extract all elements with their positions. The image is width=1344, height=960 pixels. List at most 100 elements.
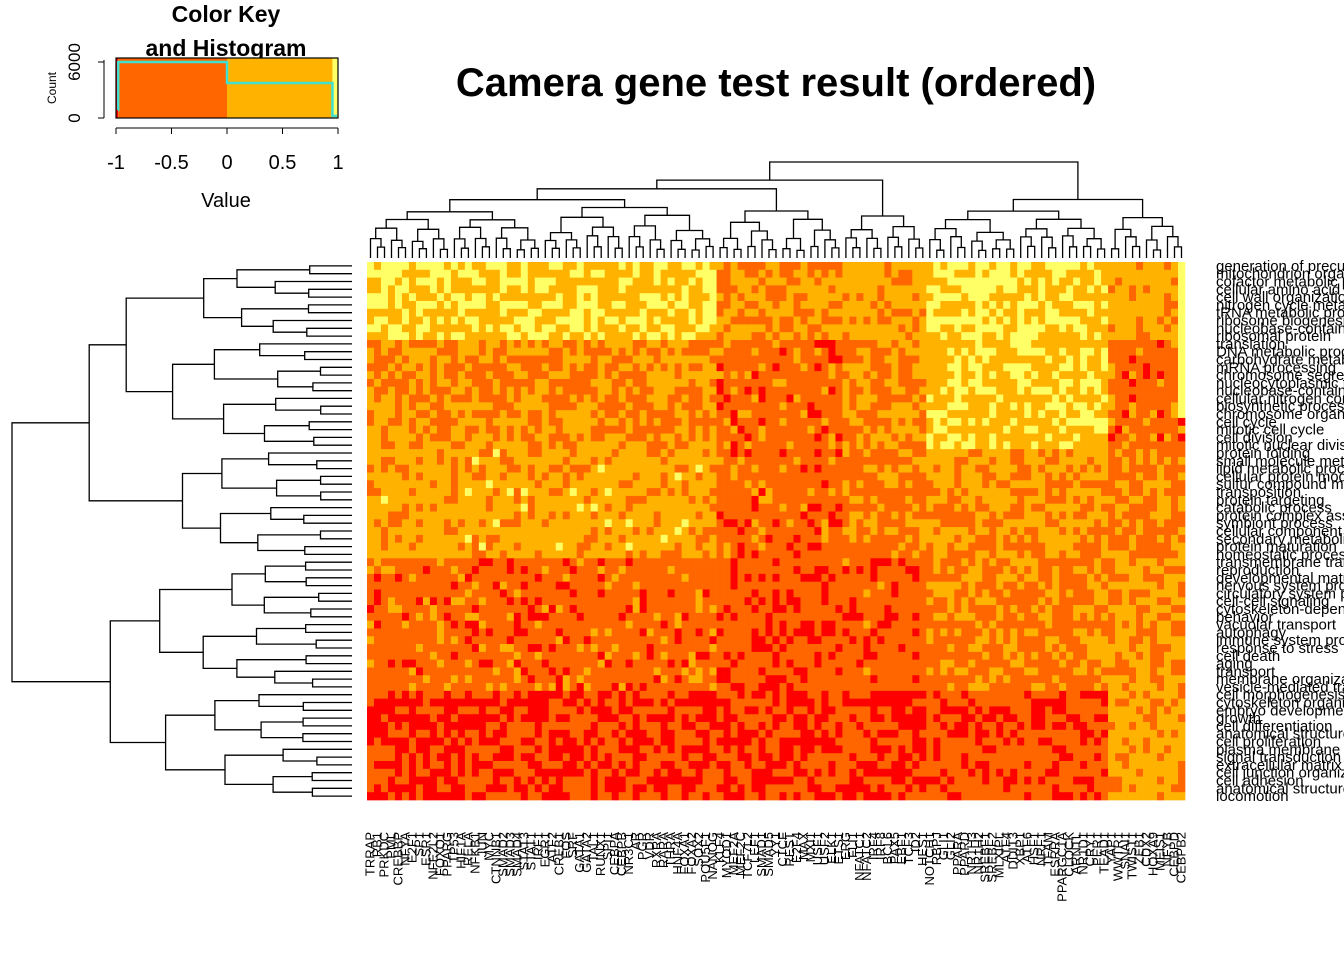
heatmap-cell (1080, 472, 1088, 481)
heatmap-cell (429, 480, 438, 489)
color-key-x-label: Value (201, 190, 251, 212)
heatmap-cell (751, 293, 759, 302)
heatmap-cell (618, 332, 627, 341)
heatmap-cell (1171, 511, 1179, 520)
heatmap-cell (408, 519, 417, 528)
heatmap-cell (408, 503, 417, 512)
heatmap-cell (457, 464, 466, 473)
heatmap-cell (646, 425, 654, 434)
heatmap-cell (590, 511, 599, 520)
heatmap-cell (1129, 464, 1137, 473)
heatmap-cell (401, 472, 410, 481)
heatmap-cell (835, 527, 843, 536)
heatmap-cell (576, 277, 585, 286)
heatmap-cell (884, 386, 892, 395)
heatmap-cell (450, 316, 459, 325)
heatmap-cell (975, 371, 983, 380)
heatmap-cell (520, 332, 529, 341)
heatmap-cell (548, 534, 557, 544)
heatmap-cell (513, 402, 522, 411)
heatmap-cell (674, 363, 682, 372)
heatmap-cell (898, 503, 906, 512)
heatmap-cell (709, 386, 717, 395)
heatmap-cell (744, 534, 752, 544)
heatmap-cell (429, 394, 438, 403)
heatmap-cell (793, 410, 801, 419)
heatmap-cell (499, 558, 508, 567)
heatmap-cell (751, 262, 759, 271)
heatmap-cell (548, 300, 557, 310)
heatmap-cell (646, 456, 654, 466)
heatmap-cell (877, 441, 885, 450)
heatmap-cell (821, 534, 829, 544)
column-dendrogram-branch (1048, 247, 1057, 258)
heatmap-cell (737, 371, 745, 380)
heatmap-cell (1122, 425, 1130, 434)
heatmap-cell (1129, 339, 1137, 349)
heatmap-cell (492, 417, 501, 427)
heatmap-cell (975, 534, 983, 544)
column-dendrogram-branch (572, 247, 581, 258)
heatmap-cell (1080, 566, 1088, 575)
heatmap-cell (1038, 495, 1046, 505)
heatmap-cell (751, 550, 759, 559)
heatmap-cell (744, 425, 752, 434)
heatmap-cell (723, 472, 731, 481)
heatmap-cell (1024, 355, 1032, 364)
heatmap-cell (807, 464, 815, 473)
heatmap-cell (793, 316, 801, 325)
heatmap-cell (863, 339, 871, 349)
heatmap-cell (933, 402, 941, 411)
heatmap-cell (1087, 363, 1095, 372)
heatmap-cell (793, 324, 801, 333)
heatmap-cell (1080, 410, 1088, 419)
heatmap-cell (583, 363, 592, 372)
heatmap-cell (373, 542, 382, 551)
heatmap-cell (590, 417, 599, 427)
heatmap-cell (1066, 285, 1074, 294)
heatmap-cell (919, 488, 927, 497)
heatmap-cell (394, 480, 403, 489)
heatmap-cell (639, 495, 648, 505)
heatmap-cell (1143, 262, 1151, 271)
color-key-x-tick-label: 0 (221, 152, 232, 174)
heatmap-cell (583, 566, 592, 575)
heatmap-cell (1129, 355, 1137, 364)
heatmap-cell (779, 519, 787, 528)
heatmap-cell (933, 456, 941, 466)
heatmap-cell (471, 511, 480, 520)
heatmap-cell (884, 269, 892, 278)
heatmap-cell (1059, 566, 1067, 575)
heatmap-cell (1003, 519, 1011, 528)
heatmap-cell (1003, 417, 1011, 427)
heatmap-cell (730, 534, 738, 544)
heatmap-cell (367, 433, 375, 442)
heatmap-cell (961, 285, 969, 294)
heatmap-cell (408, 332, 417, 341)
heatmap-cell (541, 378, 550, 388)
heatmap-cell (520, 456, 529, 466)
heatmap-cell (401, 386, 410, 395)
heatmap-cell (723, 511, 731, 520)
heatmap-cell (814, 573, 822, 583)
heatmap-cell (527, 308, 536, 317)
heatmap-cell (590, 527, 599, 536)
heatmap-cell (583, 371, 592, 380)
heatmap-cell (415, 480, 424, 489)
heatmap-cell (1010, 566, 1018, 575)
heatmap-cell (541, 488, 550, 497)
heatmap-cell (464, 347, 473, 356)
heatmap-cell (646, 262, 654, 271)
heatmap-cell (905, 300, 913, 310)
heatmap-cell (583, 573, 592, 583)
heatmap-cell (800, 417, 808, 427)
heatmap-cell (408, 534, 417, 544)
heatmap-cell (611, 472, 620, 481)
heatmap-cell (450, 332, 459, 341)
heatmap-cell (562, 339, 571, 349)
heatmap-cell (723, 527, 731, 536)
heatmap-cell (611, 269, 620, 278)
heatmap-cell (891, 277, 899, 286)
heatmap-cell (1101, 300, 1109, 310)
heatmap-cell (772, 394, 780, 403)
